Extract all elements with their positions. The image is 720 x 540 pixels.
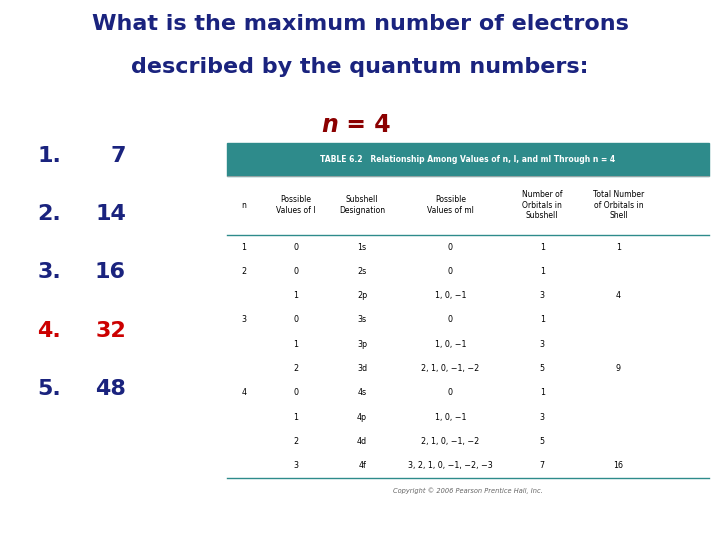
Text: 0: 0 <box>448 267 453 276</box>
Text: 1.: 1. <box>37 146 61 166</box>
Text: 7: 7 <box>110 146 126 166</box>
Text: 1, 0, −1: 1, 0, −1 <box>435 413 466 422</box>
Text: 4s: 4s <box>358 388 366 397</box>
Text: 1, 0, −1: 1, 0, −1 <box>435 340 466 349</box>
Text: 4d: 4d <box>357 437 367 446</box>
Text: Total Number
of Orbitals in
Shell: Total Number of Orbitals in Shell <box>593 190 644 220</box>
Text: 5: 5 <box>539 437 545 446</box>
Text: 1: 1 <box>616 242 621 252</box>
Text: 1: 1 <box>293 340 298 349</box>
Text: Copyright © 2006 Pearson Prentice Hall, Inc.: Copyright © 2006 Pearson Prentice Hall, … <box>393 488 543 494</box>
Text: described by the quantum numbers:: described by the quantum numbers: <box>131 57 589 77</box>
Text: What is the maximum number of electrons: What is the maximum number of electrons <box>91 14 629 33</box>
Text: = 4: = 4 <box>338 113 391 137</box>
Text: 1: 1 <box>540 315 544 325</box>
Text: 0: 0 <box>448 242 453 252</box>
Text: 4p: 4p <box>357 413 367 422</box>
Text: 2, 1, 0, −1, −2: 2, 1, 0, −1, −2 <box>421 437 480 446</box>
Text: 3, 2, 1, 0, −1, −2, −3: 3, 2, 1, 0, −1, −2, −3 <box>408 461 492 470</box>
FancyBboxPatch shape <box>227 143 709 176</box>
Text: 0: 0 <box>293 242 298 252</box>
Text: 1: 1 <box>242 242 246 252</box>
Text: 2: 2 <box>293 437 298 446</box>
Text: 1: 1 <box>293 413 298 422</box>
Text: 4: 4 <box>242 388 246 397</box>
Text: 3: 3 <box>540 340 544 349</box>
Text: 0: 0 <box>448 388 453 397</box>
Text: 3s: 3s <box>358 315 366 325</box>
Text: 4f: 4f <box>359 461 366 470</box>
Text: 3d: 3d <box>357 364 367 373</box>
Text: 1: 1 <box>293 291 298 300</box>
Text: 3: 3 <box>293 461 298 470</box>
Text: 2, 1, 0, −1, −2: 2, 1, 0, −1, −2 <box>421 364 480 373</box>
Text: Number of
Orbitals in
Subshell: Number of Orbitals in Subshell <box>522 190 562 220</box>
Text: 16: 16 <box>613 461 624 470</box>
Text: 0: 0 <box>293 315 298 325</box>
Text: Subshell
Designation: Subshell Designation <box>339 195 385 215</box>
Text: 1: 1 <box>540 388 544 397</box>
Text: 48: 48 <box>95 379 126 399</box>
Text: Possible
Values of ml: Possible Values of ml <box>427 195 474 215</box>
Text: 5.: 5. <box>37 379 61 399</box>
Text: TABLE 6.2   Relationship Among Values of n, l, and ml Through n = 4: TABLE 6.2 Relationship Among Values of n… <box>320 155 616 164</box>
Text: 0: 0 <box>293 267 298 276</box>
Text: n: n <box>322 113 338 137</box>
Text: 4: 4 <box>616 291 621 300</box>
Text: 16: 16 <box>95 262 126 282</box>
Text: n: n <box>242 201 246 210</box>
Text: 1: 1 <box>540 242 544 252</box>
Text: 4.: 4. <box>37 321 61 341</box>
Text: 2: 2 <box>293 364 298 373</box>
Text: 7: 7 <box>539 461 545 470</box>
Text: 9: 9 <box>616 364 621 373</box>
Text: 0: 0 <box>448 315 453 325</box>
Text: 32: 32 <box>95 321 126 341</box>
Text: 2p: 2p <box>357 291 367 300</box>
Text: 2.: 2. <box>37 204 61 224</box>
Text: 0: 0 <box>293 388 298 397</box>
Text: 14: 14 <box>95 204 126 224</box>
Text: 3: 3 <box>242 315 246 325</box>
Text: 1, 0, −1: 1, 0, −1 <box>435 291 466 300</box>
Text: 3: 3 <box>540 291 544 300</box>
Text: Possible
Values of l: Possible Values of l <box>276 195 315 215</box>
Text: 2: 2 <box>241 267 247 276</box>
Text: 2s: 2s <box>358 267 366 276</box>
Text: 1: 1 <box>540 267 544 276</box>
Text: 3p: 3p <box>357 340 367 349</box>
Text: 5: 5 <box>539 364 545 373</box>
Text: 1s: 1s <box>358 242 366 252</box>
Text: 3.: 3. <box>37 262 61 282</box>
Text: 3: 3 <box>540 413 544 422</box>
